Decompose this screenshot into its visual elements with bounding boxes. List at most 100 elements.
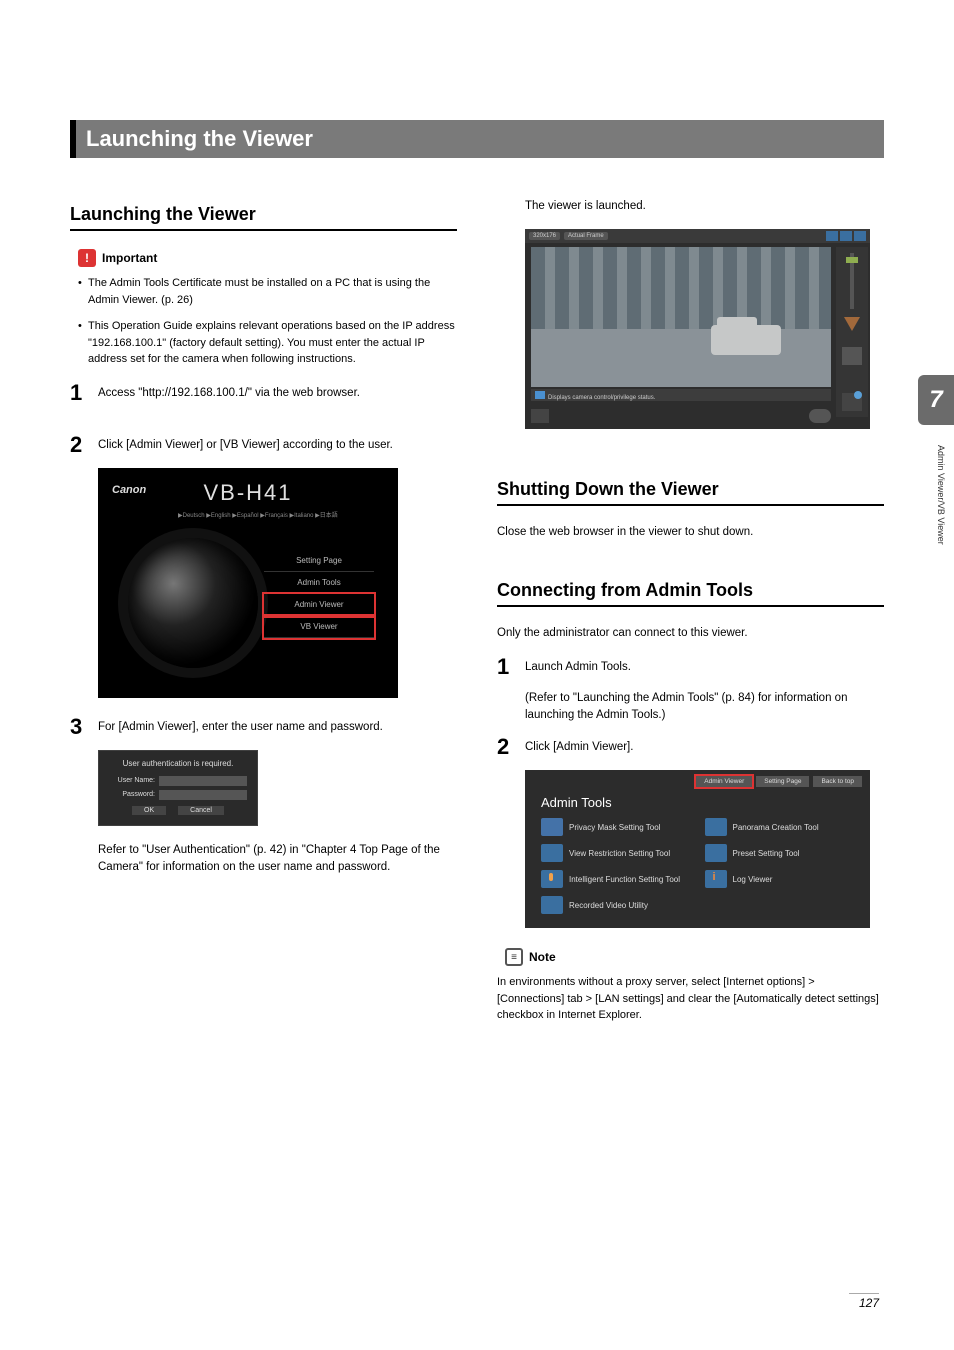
recorded-video-icon (541, 896, 563, 914)
important-icon: ! (78, 249, 96, 267)
step-1-number: 1 (70, 382, 88, 404)
link-admin-viewer[interactable]: Admin Viewer (264, 594, 374, 616)
auth-reference-text: Refer to "User Authentication" (p. 42) i… (98, 842, 457, 877)
admin-tools-title: Admin Tools (525, 793, 870, 818)
link-setting-page[interactable]: Setting Page (264, 550, 374, 572)
right-column: The viewer is launched. 320x176 Actual F… (497, 198, 884, 1038)
at-item-log-viewer[interactable]: Log Viewer (705, 870, 855, 888)
play-toggle[interactable] (809, 409, 831, 423)
note-text: In environments without a proxy server, … (497, 974, 884, 1024)
topbar-icon-1[interactable] (826, 231, 838, 241)
side-button-1[interactable] (842, 347, 862, 365)
zoom-indicator-icon (844, 317, 860, 331)
section-shutting-down: Shutting Down the Viewer (497, 479, 884, 506)
viewer-status-bar: Displays camera control/privilege status… (531, 389, 831, 401)
at-item-preset[interactable]: Preset Setting Tool (705, 844, 855, 862)
at-label-preset: Preset Setting Tool (733, 849, 800, 858)
at-btn-setting-page[interactable]: Setting Page (756, 776, 809, 787)
privacy-mask-icon (541, 818, 563, 836)
at-item-recorded-video[interactable]: Recorded Video Utility (541, 896, 691, 914)
step-2-number: 2 (70, 434, 88, 456)
admin-tools-grid: Privacy Mask Setting Tool Panorama Creat… (525, 818, 870, 914)
at-item-view-restriction[interactable]: View Restriction Setting Tool (541, 844, 691, 862)
admin-tools-screenshot: Admin Viewer Setting Page Back to top Ad… (525, 770, 870, 928)
link-vb-viewer[interactable]: VB Viewer (264, 616, 374, 638)
panorama-icon (705, 818, 727, 836)
at-label-recorded-video: Recorded Video Utility (569, 901, 648, 910)
at-label-view-restriction: View Restriction Setting Tool (569, 849, 670, 858)
viewer-resolution-pill[interactable]: 320x176 (529, 232, 560, 240)
note-header: ≡ Note (497, 948, 884, 966)
view-restriction-icon (541, 844, 563, 862)
side-tab-label: Admin Viewer/VB Viewer (936, 445, 946, 545)
auth-ok-button[interactable]: OK (132, 806, 166, 815)
video-van (711, 325, 781, 355)
viewer-topbar-icons (826, 231, 866, 241)
status-text: Displays camera control/privilege status… (548, 395, 655, 401)
side-button-2[interactable] (842, 393, 862, 411)
viewer-topbar: 320x176 Actual Frame (525, 229, 870, 243)
top-page-links: Setting Page Admin Tools Admin Viewer VB… (264, 550, 374, 638)
auth-password-input[interactable] (159, 790, 247, 800)
at-label-intelligent-function: Intelligent Function Setting Tool (569, 875, 680, 884)
at-item-panorama[interactable]: Panorama Creation Tool (705, 818, 855, 836)
left-column: Launching the Viewer ! Important The Adm… (70, 198, 457, 1038)
page: 7 Admin Viewer/VB Viewer Launching the V… (0, 0, 954, 1350)
step-2-text: Click [Admin Viewer] or [VB Viewer] acco… (98, 434, 393, 454)
record-button[interactable] (531, 409, 549, 423)
viewer-screenshot: 320x176 Actual Frame (525, 229, 870, 429)
note-icon: ≡ (505, 948, 523, 966)
connect-step-1-number: 1 (497, 656, 515, 678)
connect-step-2: 2 Click [Admin Viewer]. (497, 736, 884, 758)
log-viewer-icon (705, 870, 727, 888)
section-connecting-admin-tools: Connecting from Admin Tools (497, 580, 884, 607)
admin-tools-top-buttons: Admin Viewer Setting Page Back to top (525, 770, 870, 793)
at-item-intelligent-function[interactable]: Intelligent Function Setting Tool (541, 870, 691, 888)
viewer-launched-text: The viewer is launched. (525, 198, 884, 215)
note-label: Note (529, 950, 556, 964)
important-label: Important (102, 251, 157, 265)
page-number: 127 (849, 1293, 879, 1310)
step-3: 3 For [Admin Viewer], enter the user nam… (70, 716, 457, 738)
at-label-panorama: Panorama Creation Tool (733, 823, 819, 832)
at-label-log-viewer: Log Viewer (733, 875, 773, 884)
viewer-bottom-bar (531, 407, 831, 425)
auth-cancel-button[interactable]: Cancel (178, 806, 224, 815)
main-title-bar: Launching the Viewer (70, 120, 884, 158)
status-info-icon (535, 391, 545, 399)
auth-username-label: User Name: (109, 777, 155, 784)
topbar-icon-2[interactable] (840, 231, 852, 241)
connect-step-1: 1 Launch Admin Tools. (497, 656, 884, 678)
important-bullet-1: The Admin Tools Certificate must be inst… (78, 275, 457, 308)
chapter-tab: 7 (918, 375, 954, 425)
topbar-icon-3[interactable] (854, 231, 866, 241)
important-bullet-2: This Operation Guide explains relevant o… (78, 318, 457, 368)
auth-username-input[interactable] (159, 776, 247, 786)
at-label-privacy-mask: Privacy Mask Setting Tool (569, 823, 660, 832)
viewer-mode-pill[interactable]: Actual Frame (564, 232, 608, 240)
section-launching-viewer: Launching the Viewer (70, 204, 457, 231)
video-building (531, 247, 831, 329)
auth-dialog-screenshot: User authentication is required. User Na… (98, 750, 258, 826)
zoom-slider-knob[interactable] (846, 257, 858, 263)
connect-intro-text: Only the administrator can connect to th… (497, 625, 884, 642)
viewer-video-area[interactable] (531, 247, 831, 387)
important-bullets: The Admin Tools Certificate must be inst… (70, 275, 457, 368)
main-title: Launching the Viewer (86, 126, 874, 152)
at-btn-admin-viewer[interactable]: Admin Viewer (696, 776, 752, 787)
step-1-text: Access "http://192.168.100.1/" via the w… (98, 382, 360, 402)
connect-step-1-text: Launch Admin Tools. (525, 656, 631, 676)
link-admin-tools[interactable]: Admin Tools (264, 572, 374, 594)
auth-title: User authentication is required. (109, 759, 247, 768)
at-item-privacy-mask[interactable]: Privacy Mask Setting Tool (541, 818, 691, 836)
connect-step-1-subtext: (Refer to "Launching the Admin Tools" (p… (525, 690, 884, 725)
side-button-dot-icon (854, 391, 862, 399)
step-2: 2 Click [Admin Viewer] or [VB Viewer] ac… (70, 434, 457, 456)
at-btn-back-to-top[interactable]: Back to top (813, 776, 862, 787)
shutdown-text: Close the web browser in the viewer to s… (497, 524, 884, 541)
auth-username-row: User Name: (109, 776, 247, 786)
connect-step-2-number: 2 (497, 736, 515, 758)
preset-icon (705, 844, 727, 862)
lens-graphic (128, 538, 258, 668)
two-column-layout: Launching the Viewer ! Important The Adm… (70, 198, 884, 1038)
